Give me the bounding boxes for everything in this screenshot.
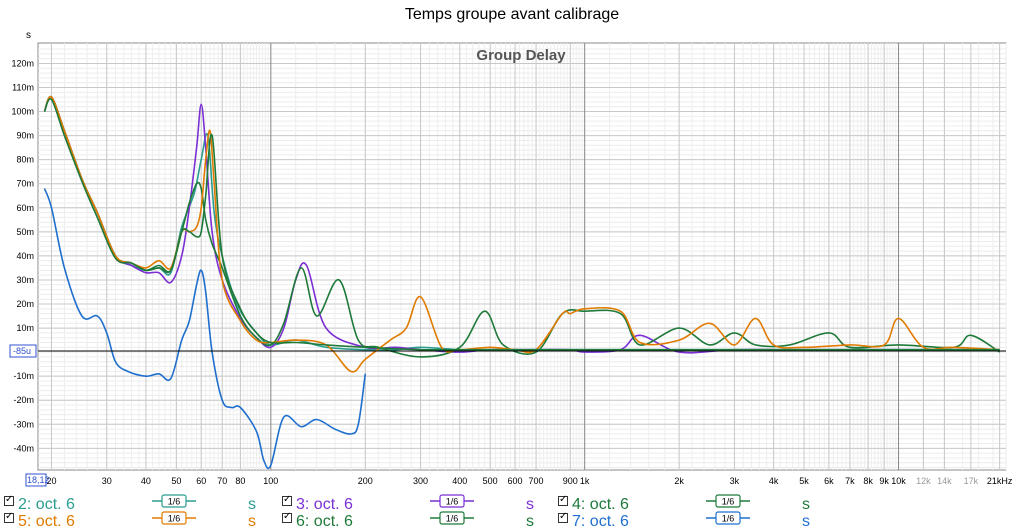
x-tick-label: 7k xyxy=(845,476,855,486)
legend-checkbox[interactable] xyxy=(4,494,14,506)
legend-item[interactable]: 3: oct. 6 1/6 s xyxy=(282,494,552,513)
x-tick-label: 200 xyxy=(358,476,373,486)
y-tick-label: 30m xyxy=(16,275,34,285)
series-line-6 xyxy=(43,97,1000,351)
x-tick-label: 900 xyxy=(563,476,578,486)
legend-checkbox[interactable] xyxy=(558,511,568,523)
x-tick-label: 600 xyxy=(508,476,523,486)
x-tick-labels: 20 30 40 50 60 70 80 100 200 300 400 500 600 700 900 1k… xyxy=(46,476,1012,486)
legend-item[interactable]: 4: oct. 6 1/6 s xyxy=(558,494,828,513)
legend-unit: s xyxy=(802,513,810,530)
x-tick-label: 2k xyxy=(674,476,684,486)
x-tick-label: 50 xyxy=(171,476,181,486)
group-delay-chart[interactable]: 120m 110m 100m 90m 80m 70m 60m 50m 40m 30m 20m 10m -… xyxy=(0,0,1024,490)
legend-label: 3: oct. 6 xyxy=(296,496,353,513)
y-tick-label: 120m xyxy=(11,58,34,68)
x-tick-label: 3k xyxy=(730,476,740,486)
legend-label: 7: oct. 6 xyxy=(572,513,629,530)
cursor-readout: -85u xyxy=(9,344,37,358)
x-tick-label: 20 xyxy=(46,476,56,486)
smoothing-sample-icon[interactable]: 1/6 xyxy=(706,494,750,508)
smoothing-label: 1/6 xyxy=(446,514,459,524)
y-tick-label: 100m xyxy=(11,107,34,117)
smoothing-sample-icon[interactable]: 1/6 xyxy=(430,511,474,525)
x-tick-label: 8k xyxy=(863,476,873,486)
x-tick-label: 700 xyxy=(529,476,544,486)
legend-checkbox[interactable] xyxy=(558,494,568,506)
y-tick-labels: 120m 110m 100m 90m 80m 70m 60m 50m 40m 30m 20m 10m -… xyxy=(11,58,34,453)
y-tick-label: 90m xyxy=(16,131,34,141)
x-tick-label: 300 xyxy=(413,476,428,486)
legend-label: 4: oct. 6 xyxy=(572,496,629,513)
legend-unit: s xyxy=(526,496,534,513)
x-tick-label: 21kHz xyxy=(987,476,1013,486)
legend-unit: s xyxy=(248,513,256,530)
y-tick-label: 70m xyxy=(16,179,34,189)
y-tick-label: 110m xyxy=(12,83,34,93)
legend-item[interactable]: 2: oct. 6 1/6 s xyxy=(4,494,274,513)
x-tick-label: 400 xyxy=(452,476,467,486)
x-tick-label: 80 xyxy=(235,476,245,486)
smoothing-label: 1/6 xyxy=(722,514,735,524)
x-tick-label: 1k xyxy=(580,476,590,486)
x-tick-label: 10k xyxy=(891,476,906,486)
legend-checkbox[interactable] xyxy=(282,494,292,506)
legend-label: 5: oct. 6 xyxy=(18,513,75,530)
y-tick-label: 80m xyxy=(16,155,34,165)
smoothing-sample-icon[interactable]: 1/6 xyxy=(152,511,196,525)
chart-inner-title: Group Delay xyxy=(476,47,566,64)
series-line-7 xyxy=(43,188,367,470)
x-tick-label: 17k xyxy=(964,476,979,486)
y-tick-label: 50m xyxy=(16,227,34,237)
x-tick-label: 40 xyxy=(141,476,151,486)
x-tick-label: 9k xyxy=(879,476,889,486)
legend-unit: s xyxy=(802,496,810,513)
y-tick-label: 10m xyxy=(16,323,34,333)
series-lines xyxy=(43,95,1001,470)
smoothing-label: 1/6 xyxy=(168,497,181,507)
legend-unit: s xyxy=(526,513,534,530)
x-tick-label: 12k xyxy=(916,476,931,486)
x-tick-label: 500 xyxy=(483,476,498,486)
svg-text:18,12: 18,12 xyxy=(27,475,50,485)
y-tick-label: -40m xyxy=(13,443,34,453)
y-tick-label: -10m xyxy=(13,371,34,381)
smoothing-label: 1/6 xyxy=(168,514,181,524)
legend-item[interactable]: 5: oct. 6 1/6 s xyxy=(4,511,274,530)
y-tick-label: -20m xyxy=(13,395,34,405)
legend-item[interactable]: 7: oct. 6 1/6 s xyxy=(558,511,828,530)
x-tick-label: 4k xyxy=(769,476,779,486)
x-tick-label: 70 xyxy=(217,476,227,486)
page-title: Temps groupe avant calibrage xyxy=(404,6,620,23)
x-tick-label: 6k xyxy=(824,476,834,486)
smoothing-sample-icon[interactable]: 1/6 xyxy=(706,511,750,525)
svg-text:-85u: -85u xyxy=(13,346,31,356)
x-tick-label: 5k xyxy=(799,476,809,486)
smoothing-label: 1/6 xyxy=(722,497,735,507)
series-line-4 xyxy=(43,95,1001,358)
y-tick-label: 60m xyxy=(16,203,34,213)
y-tick-label: -30m xyxy=(13,419,34,429)
legend-item[interactable]: 6: oct. 6 1/6 s xyxy=(282,511,552,530)
x-tick-label: 100 xyxy=(263,476,278,486)
smoothing-sample-icon[interactable]: 1/6 xyxy=(152,494,196,508)
series-line-3 xyxy=(43,95,1000,354)
legend-checkbox[interactable] xyxy=(282,511,292,523)
grid xyxy=(38,43,1007,470)
legend-label: 2: oct. 6 xyxy=(18,496,75,513)
smoothing-sample-icon[interactable]: 1/6 xyxy=(430,494,474,508)
series-line-5 xyxy=(43,95,1000,373)
y-tick-label: 40m xyxy=(16,251,34,261)
y-unit-label: s xyxy=(26,30,31,41)
legend-label: 6: oct. 6 xyxy=(296,513,353,530)
legend-unit: s xyxy=(248,496,256,513)
y-tick-label: 20m xyxy=(16,299,34,309)
x-tick-label: 14k xyxy=(937,476,952,486)
smoothing-label: 1/6 xyxy=(446,497,459,507)
legend-checkbox[interactable] xyxy=(4,511,14,523)
x-tick-label: 30 xyxy=(102,476,112,486)
x-start-readout: 18,12 xyxy=(25,473,50,487)
x-tick-label: 60 xyxy=(196,476,206,486)
